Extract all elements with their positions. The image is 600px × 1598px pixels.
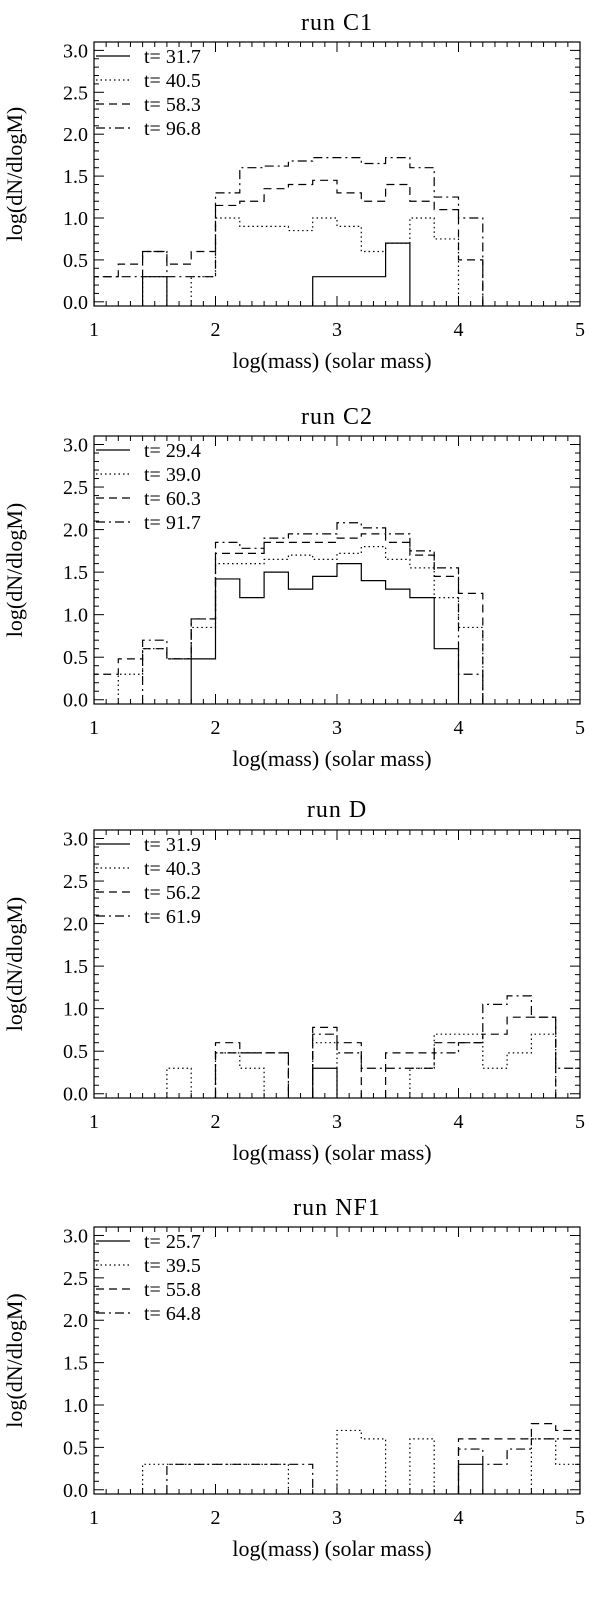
y-tick-label: 1.0 [63,605,88,627]
chart-panel-1: run C1 1 2 3 4 5 0.0 0.5 1.0 1.5 2.0 2.5 3.0 log(mass… [2,10,585,373]
chart-panel-2: run C2 1 2 3 4 5 0.0 0.5 1.0 1.5 2.0 2.5 3.0 log(mass… [2,404,585,771]
legend-label: t= 31.7 [144,46,201,68]
x-tick-label: 5 [575,319,585,341]
y-tick-label: 0.0 [63,292,88,314]
legend-label: t= 60.3 [144,488,201,510]
y-axis-label: log(dN/dlogM) [2,503,27,637]
chart-panel-3: run D 1 2 3 4 5 0.0 0.5 1.0 1.5 2.0 2.5 3.0 log(mass)… [2,797,585,1165]
legend-label: t= 40.3 [144,858,201,880]
y-tick-label: 1.5 [63,956,88,978]
x-axis-label: log(mass) (solar mass) [232,1140,431,1165]
histogram-series-solid [142,242,411,306]
y-tick-label: 3.0 [63,40,88,62]
x-axis-label: log(mass) (solar mass) [232,1536,431,1561]
x-tick-label: 5 [575,717,585,739]
histogram-series-dotted [142,217,460,306]
histogram-series-dotted [142,1429,580,1494]
x-tick-label: 4 [454,1111,464,1133]
y-tick-label: 1.5 [63,562,88,584]
y-axis-label: log(dN/dlogM) [2,897,27,1031]
y-tick-label: 1.0 [63,999,88,1021]
y-axis-label: log(dN/dlogM) [2,1293,27,1427]
x-tick-label: 1 [89,1111,99,1133]
y-tick-label: 0.5 [63,1041,88,1063]
x-tick-label: 3 [332,717,342,739]
y-tick-label: 2.5 [63,82,88,104]
x-tick-label: 2 [211,1507,221,1529]
y-tick-label: 3.0 [63,1225,88,1247]
legend-label: t= 56.2 [144,882,201,904]
y-tick-label: 1.5 [63,166,88,188]
x-tick-label: 3 [332,319,342,341]
histogram-series-dashed [457,1423,580,1494]
y-tick-label: 2.5 [63,1268,88,1290]
chart-title: run NF1 [293,1195,381,1221]
legend-label: t= 39.0 [144,464,201,486]
legend-label: t= 64.8 [144,1303,201,1325]
x-tick-label: 3 [332,1111,342,1133]
legend-label: t= 55.8 [144,1279,201,1301]
x-tick-label: 5 [575,1507,585,1529]
legend-label: t= 61.9 [144,906,201,928]
y-tick-label: 1.5 [63,1353,88,1375]
histogram-series-dashed [94,179,484,306]
y-tick-label: 0.5 [63,1437,88,1459]
legend-label: t= 40.5 [144,70,201,92]
x-tick-label: 1 [89,319,99,341]
histogram-series-solid [190,563,460,704]
y-tick-label: 0.5 [63,647,88,669]
y-tick-label: 2.0 [63,124,88,146]
x-tick-label: 1 [89,1507,99,1529]
histogram-series-dash-dot [214,995,580,1098]
y-tick-label: 0.0 [63,690,88,712]
legend-label: t= 91.7 [144,512,201,534]
y-axis-label: log(dN/dlogM) [2,107,27,241]
x-tick-label: 2 [211,319,221,341]
y-tick-label: 3.0 [63,829,88,851]
histogram-series-dotted [166,1033,557,1098]
x-tick-label: 5 [575,1111,585,1133]
y-tick-label: 2.0 [63,1310,88,1332]
x-tick-label: 4 [454,1507,464,1529]
y-tick-label: 2.0 [63,520,88,542]
legend-label: t= 39.5 [144,1255,201,1277]
legend-label: t= 31.9 [144,834,201,856]
y-tick-label: 1.0 [63,1395,88,1417]
x-tick-label: 2 [211,717,221,739]
y-tick-label: 0.0 [63,1480,88,1502]
x-tick-label: 4 [454,319,464,341]
y-tick-label: 1.0 [63,208,88,230]
legend-label: t= 96.8 [144,118,201,140]
y-tick-label: 0.0 [63,1084,88,1106]
y-tick-label: 2.5 [63,477,88,499]
y-tick-label: 0.5 [63,250,88,272]
histogram-series-dashed [94,533,484,704]
y-tick-label: 3.0 [63,435,88,457]
y-tick-label: 2.5 [63,871,88,893]
x-axis-label: log(mass) (solar mass) [232,348,431,373]
x-tick-label: 2 [211,1111,221,1133]
legend-label: t= 25.7 [144,1231,201,1253]
histogram-series-dash-dot [166,1438,580,1494]
chart-panel-4: run NF1 1 2 3 4 5 0.0 0.5 1.0 1.5 2.0 2.5 3.0 log(mas… [2,1195,585,1561]
histogram-series-dotted [117,546,484,704]
histogram-series-dashed [214,1016,557,1098]
x-tick-label: 1 [89,717,99,739]
x-tick-label: 4 [454,717,464,739]
chart-title: run C2 [301,404,373,430]
histogram-series-dash-dot [94,157,484,306]
legend-label: t= 58.3 [144,94,201,116]
chart-title: run D [307,797,367,823]
chart-title: run C1 [301,10,373,36]
x-tick-label: 3 [332,1507,342,1529]
legend-label: t= 29.4 [144,440,201,462]
y-tick-label: 2.0 [63,914,88,936]
x-axis-label: log(mass) (solar mass) [232,746,431,771]
histogram-series-dash-dot [142,522,484,704]
